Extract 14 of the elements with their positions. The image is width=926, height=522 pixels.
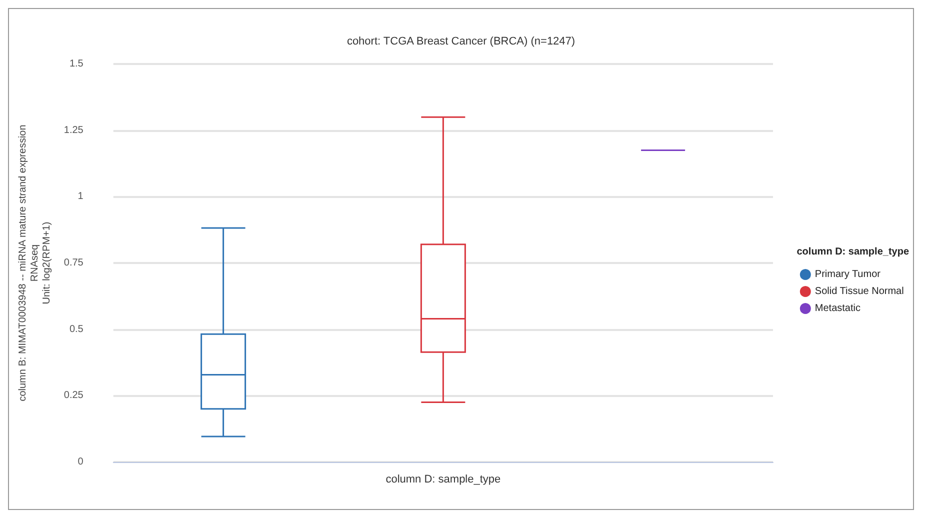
y-tick-label: 0 <box>78 456 84 468</box>
y-tick-label: 1 <box>78 191 84 202</box>
x-axis-title: column D: sample_type <box>386 474 501 486</box>
legend-title: column D: sample_type <box>796 246 910 258</box>
y-axis-title: column B: MIMAT0003948 -- miRNA mature strand expression RNAseq Unit: log2(RPM+1) <box>18 124 52 402</box>
y-tick-label: 0.5 <box>69 324 84 335</box>
y-tick-label: 1.5 <box>69 58 84 70</box>
y-tick-label: 1.25 <box>64 124 84 136</box>
y-tick-label: 0.75 <box>64 258 84 268</box>
chart-title: cohort: TCGA Breast Cancer (BRCA) (n=1247) <box>346 36 576 48</box>
legend-label: Solid Tissue Normal <box>814 286 904 297</box>
legend-label: Primary Tumor <box>814 269 882 280</box>
legend-label: Metastatic <box>814 303 860 314</box>
y-tick-label: 0.25 <box>64 390 84 402</box>
